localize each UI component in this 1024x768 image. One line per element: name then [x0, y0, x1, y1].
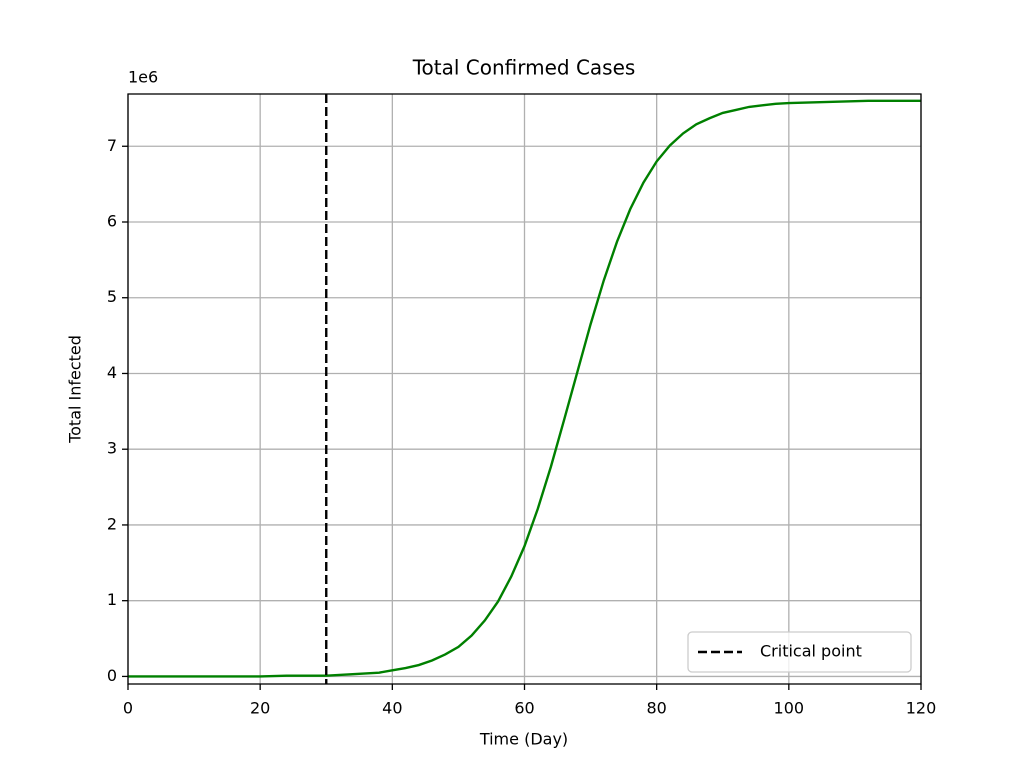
legend-label: Critical point: [760, 642, 862, 661]
data-line: [128, 99, 921, 678]
y-tick-label: 0: [107, 666, 117, 685]
x-tick-label: 40: [382, 699, 402, 718]
x-tick-label: 100: [774, 699, 805, 718]
x-tick-label: 0: [123, 699, 133, 718]
y-tick-label: 5: [107, 287, 117, 306]
x-tick-label: 80: [646, 699, 666, 718]
x-axis-label: Time (Day): [479, 730, 568, 749]
y-tick-label: 1: [107, 590, 117, 609]
y-axis-label: Total Infected: [66, 335, 85, 444]
x-tick-label: 20: [250, 699, 270, 718]
x-tick-label: 60: [514, 699, 534, 718]
y-tick-label: 6: [107, 211, 117, 230]
legend-box: [687, 631, 912, 673]
plot-frame: [127, 93, 922, 685]
y-tick-label: 4: [107, 363, 117, 382]
x-tick-label: 120: [906, 699, 937, 718]
y-offset-label: 1e6: [128, 68, 158, 87]
y-tick-label: 7: [107, 136, 117, 155]
y-tick-label: 3: [107, 439, 117, 458]
y-tick-label: 2: [107, 514, 117, 533]
chart-title: Total Confirmed Cases: [412, 56, 636, 80]
